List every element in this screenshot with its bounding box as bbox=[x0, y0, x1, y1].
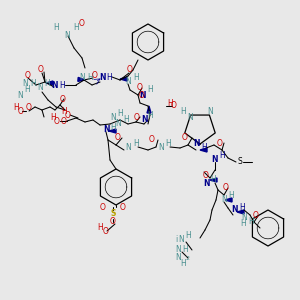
Text: O: O bbox=[223, 184, 229, 193]
Text: H: H bbox=[50, 113, 56, 122]
Text: H: H bbox=[110, 122, 116, 131]
Text: H: H bbox=[165, 139, 171, 148]
Polygon shape bbox=[46, 81, 53, 85]
Text: N: N bbox=[141, 116, 147, 124]
Text: H: H bbox=[44, 79, 50, 88]
Text: H: H bbox=[147, 112, 153, 121]
Text: H: H bbox=[167, 98, 173, 107]
Text: N: N bbox=[241, 212, 247, 221]
Text: O: O bbox=[18, 106, 24, 116]
Text: O: O bbox=[134, 113, 140, 122]
Text: N: N bbox=[194, 139, 200, 148]
Text: H: H bbox=[219, 151, 225, 160]
Text: i: i bbox=[175, 236, 177, 244]
Text: H: H bbox=[30, 79, 36, 88]
Text: S: S bbox=[110, 208, 116, 217]
Text: H: H bbox=[117, 109, 123, 118]
Text: N: N bbox=[115, 119, 121, 128]
Text: O: O bbox=[26, 103, 32, 112]
Polygon shape bbox=[237, 210, 244, 214]
Text: N: N bbox=[175, 254, 181, 262]
Text: N: N bbox=[175, 245, 181, 254]
Text: H: H bbox=[228, 191, 234, 200]
Text: N: N bbox=[110, 112, 116, 122]
Text: O: O bbox=[100, 202, 106, 211]
Text: O: O bbox=[38, 64, 44, 74]
Text: N: N bbox=[140, 91, 146, 100]
Text: O: O bbox=[103, 226, 109, 236]
Text: N: N bbox=[99, 73, 105, 82]
Text: S: S bbox=[238, 157, 242, 166]
Text: O: O bbox=[253, 211, 259, 220]
Text: H: H bbox=[239, 202, 245, 211]
Polygon shape bbox=[120, 77, 127, 81]
Text: H: H bbox=[106, 73, 112, 82]
Text: H: H bbox=[180, 107, 186, 116]
Text: N: N bbox=[37, 82, 43, 91]
Text: H: H bbox=[97, 224, 103, 232]
Text: N: N bbox=[207, 107, 213, 116]
Text: H: H bbox=[240, 220, 246, 229]
Polygon shape bbox=[109, 129, 116, 133]
Text: N: N bbox=[221, 196, 227, 205]
Text: N: N bbox=[125, 77, 131, 86]
Text: N: N bbox=[158, 142, 164, 152]
Text: H: H bbox=[185, 230, 191, 239]
Text: H: H bbox=[61, 107, 67, 116]
Text: H: H bbox=[210, 175, 216, 184]
Text: O: O bbox=[203, 170, 209, 179]
Text: H: H bbox=[59, 80, 65, 89]
Text: O: O bbox=[127, 65, 133, 74]
Text: O: O bbox=[217, 139, 223, 148]
Text: H: H bbox=[182, 245, 188, 254]
Text: N: N bbox=[204, 178, 210, 188]
Polygon shape bbox=[147, 106, 151, 113]
Text: N: N bbox=[125, 142, 131, 152]
Text: N: N bbox=[52, 80, 58, 89]
Text: N: N bbox=[79, 73, 85, 82]
Text: O: O bbox=[54, 116, 60, 125]
Text: H: H bbox=[133, 139, 139, 148]
Text: O: O bbox=[79, 19, 85, 28]
Polygon shape bbox=[225, 198, 232, 202]
Text: N: N bbox=[22, 79, 28, 88]
Text: N: N bbox=[187, 112, 193, 122]
Text: H: H bbox=[123, 116, 129, 124]
Text: N: N bbox=[232, 206, 238, 214]
Text: H: H bbox=[53, 23, 59, 32]
Text: O: O bbox=[110, 218, 116, 226]
Text: O: O bbox=[149, 136, 155, 145]
Text: O: O bbox=[65, 110, 71, 119]
Text: N: N bbox=[17, 91, 23, 100]
Text: H: H bbox=[13, 103, 19, 112]
Text: H: H bbox=[201, 143, 207, 152]
Text: H: H bbox=[180, 259, 186, 268]
Text: O: O bbox=[115, 134, 121, 142]
Polygon shape bbox=[210, 178, 217, 182]
Polygon shape bbox=[78, 77, 85, 81]
Text: H: H bbox=[133, 74, 139, 82]
Text: H: H bbox=[147, 85, 153, 94]
Text: H: H bbox=[73, 23, 79, 32]
Text: O: O bbox=[60, 95, 66, 104]
Text: N: N bbox=[178, 236, 184, 244]
Text: O: O bbox=[182, 134, 188, 142]
Text: 2: 2 bbox=[185, 256, 189, 260]
Text: N: N bbox=[64, 31, 70, 40]
Text: O: O bbox=[139, 92, 145, 100]
Text: H: H bbox=[87, 73, 93, 82]
Text: O: O bbox=[120, 202, 126, 211]
Text: H: H bbox=[248, 217, 254, 226]
Text: N: N bbox=[103, 125, 109, 134]
Text: N: N bbox=[212, 155, 218, 164]
Text: O: O bbox=[171, 101, 177, 110]
Text: O: O bbox=[25, 70, 31, 80]
Text: H: H bbox=[24, 85, 30, 94]
Polygon shape bbox=[200, 148, 207, 152]
Text: O: O bbox=[137, 83, 143, 92]
Text: O: O bbox=[61, 116, 67, 125]
Text: O: O bbox=[92, 70, 98, 80]
